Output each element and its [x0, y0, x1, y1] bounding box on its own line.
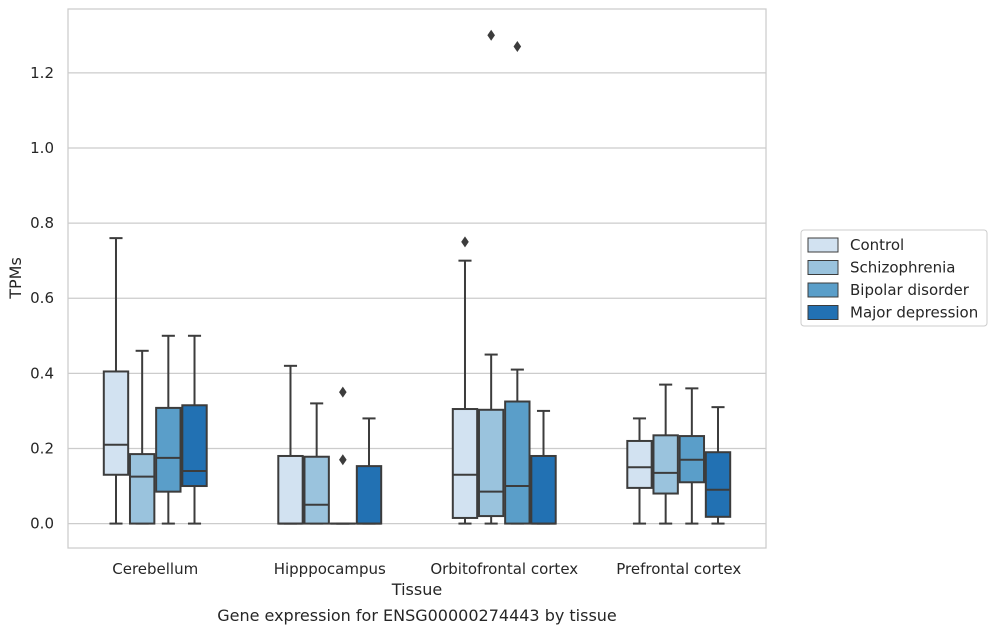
outlier-point: [339, 454, 347, 466]
y-tick-labels: 0.0 0.2 0.4 0.6 0.8 1.0 1.2: [30, 64, 54, 533]
outlier-point: [513, 41, 522, 53]
y-tick-label: 0.4: [30, 364, 54, 382]
box: [652, 383, 679, 525]
legend-label: Schizophrenia: [850, 259, 955, 277]
box-body: [626, 439, 653, 489]
box-body: [277, 454, 304, 525]
x-tick-label: Cerebellum: [112, 560, 198, 578]
legend-swatch: [807, 282, 839, 298]
box-groups: [102, 29, 732, 525]
y-tick-label: 0.6: [30, 289, 54, 307]
plot-area-border: [67, 8, 767, 549]
box-body: [530, 454, 557, 525]
y-tick-label: 1.0: [30, 139, 54, 157]
outlier-point: [487, 29, 495, 41]
box: [277, 364, 304, 525]
box: [477, 29, 505, 525]
box: [504, 41, 531, 525]
box: [355, 417, 383, 525]
box: [181, 334, 208, 525]
legend-label: Major depression: [850, 304, 978, 322]
box-body: [102, 370, 130, 476]
legend: Control Schizophrenia Bipolar disorder Majo…: [800, 229, 988, 327]
box-body: [504, 400, 531, 525]
y-tick-label: 0.0: [30, 515, 54, 533]
box-body: [303, 455, 330, 525]
box-body: [155, 406, 182, 493]
legend-swatch: [807, 305, 839, 320]
box: [678, 387, 706, 525]
box: [329, 386, 357, 525]
box-body: [451, 408, 479, 519]
legend-swatch: [807, 260, 839, 275]
legend-items: Control Schizophrenia Bipolar disorder Majo…: [807, 236, 978, 322]
box-body: [355, 465, 383, 525]
y-tick-label: 0.2: [30, 439, 54, 457]
box: [128, 349, 156, 525]
legend-frame: [800, 229, 988, 327]
box: [704, 406, 732, 525]
box-body: [128, 453, 156, 525]
legend-label: Control: [850, 236, 904, 254]
outlier-point: [461, 236, 469, 248]
y-axis-title: TPMs: [6, 257, 25, 300]
legend-label: Bipolar disorder: [850, 281, 970, 299]
box-body: [181, 404, 208, 488]
x-tick-label: Orbitofrontal cortex: [430, 560, 578, 578]
x-axis-title: Tissue: [391, 580, 442, 599]
box: [626, 417, 653, 525]
box-body: [652, 434, 679, 495]
y-tick-label: 1.2: [30, 64, 54, 82]
box: [155, 334, 182, 525]
box: [303, 402, 330, 525]
box: [102, 237, 130, 525]
box-body: [477, 408, 505, 518]
x-tick-labels: Cerebellum Hipppocampus Orbitofrontal cort…: [112, 560, 741, 578]
legend-swatch: [807, 237, 839, 253]
box-body: [704, 451, 732, 518]
y-tick-label: 0.8: [30, 214, 54, 232]
figure-caption: Gene expression for ENSG00000274443 by t…: [217, 606, 617, 625]
x-tick-label: Hipppocampus: [274, 560, 386, 578]
box: [451, 236, 479, 525]
box: [530, 409, 557, 525]
x-tick-label: Prefrontal cortex: [616, 560, 741, 578]
outlier-point: [339, 386, 347, 398]
